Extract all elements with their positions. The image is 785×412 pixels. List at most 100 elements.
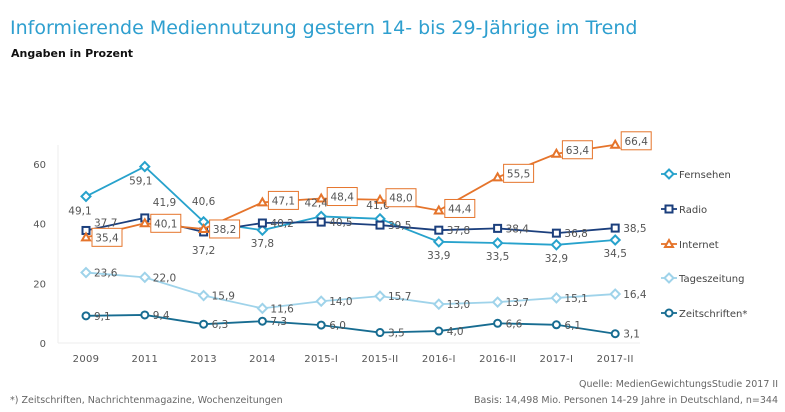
data-label: 40,6 bbox=[192, 196, 216, 208]
data-point-marker bbox=[491, 296, 504, 309]
data-label-box bbox=[91, 227, 123, 247]
data-label: 3,1 bbox=[623, 329, 640, 341]
x-tick-label: 2011 bbox=[131, 354, 158, 365]
data-point-marker bbox=[257, 316, 267, 326]
data-label: 37,7 bbox=[94, 217, 117, 229]
y-tick-label: 20 bbox=[33, 279, 46, 290]
data-point-marker bbox=[609, 288, 622, 300]
data-point-marker bbox=[610, 329, 620, 339]
legend-marker-icon bbox=[663, 237, 675, 248]
data-label: 42,4 bbox=[305, 197, 329, 209]
data-point-marker bbox=[139, 217, 151, 228]
data-label: 6,3 bbox=[212, 319, 229, 331]
data-label: 23,6 bbox=[94, 268, 118, 280]
data-label-box bbox=[326, 187, 358, 207]
x-tick-label: 2015-I bbox=[304, 354, 338, 365]
data-label: 4,0 bbox=[447, 326, 464, 338]
data-point-marker bbox=[80, 190, 92, 203]
data-point-marker bbox=[315, 295, 328, 308]
data-label-box bbox=[150, 213, 182, 233]
source-note: Quelle: MedienGewichtungsStudie 2017 II bbox=[579, 379, 778, 390]
data-label: 38,4 bbox=[506, 223, 530, 235]
data-point-marker bbox=[609, 234, 622, 246]
data-point-marker bbox=[80, 231, 92, 242]
data-label-box bbox=[385, 188, 417, 208]
data-point-marker bbox=[491, 171, 504, 182]
legend-label: Radio bbox=[679, 205, 707, 216]
data-label: 22,0 bbox=[153, 272, 176, 284]
data-label: 7,3 bbox=[270, 316, 287, 328]
data-label: 13,0 bbox=[447, 299, 470, 311]
legend-label: Zeitschriften* bbox=[679, 309, 747, 320]
data-label: 34,5 bbox=[604, 248, 627, 260]
series-lines bbox=[80, 138, 622, 339]
axes: 0 20 40 60 2009 2011 2013 2014 2015-I 2015-II 2016… bbox=[33, 145, 640, 365]
data-point-marker bbox=[375, 328, 385, 338]
legend-item: Radio bbox=[661, 204, 707, 216]
data-label: 15,9 bbox=[212, 291, 235, 303]
data-point-marker bbox=[257, 218, 267, 228]
data-label: 37,2 bbox=[192, 245, 215, 257]
data-point-marker bbox=[374, 290, 386, 303]
data-label: 40,5 bbox=[329, 217, 352, 229]
data-point-marker bbox=[315, 192, 327, 203]
data-point-marker bbox=[256, 224, 269, 237]
data-label: 44,4 bbox=[448, 203, 472, 215]
data-label-box bbox=[620, 131, 652, 151]
data-point-marker bbox=[138, 160, 151, 173]
data-label-box bbox=[267, 190, 299, 210]
data-point-marker bbox=[433, 204, 445, 215]
legend-label: Fernsehen bbox=[679, 170, 731, 181]
series-zeitschriften bbox=[81, 310, 620, 339]
data-label: 36,8 bbox=[564, 228, 587, 240]
data-point-marker bbox=[609, 138, 621, 149]
data-point-marker bbox=[551, 320, 561, 330]
x-tick-label: 2014 bbox=[249, 354, 276, 365]
series-line bbox=[85, 314, 616, 335]
data-labels: 23,6 22,0 15,9 11,6 14,0 15,7 13,0 13,7 15,1 16,4… bbox=[68, 131, 652, 341]
data-label-box bbox=[503, 163, 535, 183]
legend-item: Internet bbox=[661, 237, 719, 251]
data-label: 6,6 bbox=[506, 318, 523, 330]
x-tick-label: 2013 bbox=[190, 354, 217, 365]
x-tick-label: 2016-II bbox=[479, 354, 516, 365]
legend-item: Tageszeitung bbox=[661, 272, 744, 285]
data-point-marker bbox=[550, 292, 563, 304]
data-label: 63,4 bbox=[566, 145, 590, 157]
data-point-marker bbox=[493, 318, 503, 328]
x-tick-label: 2017-II bbox=[597, 354, 634, 365]
data-point-marker bbox=[434, 326, 444, 336]
data-label: 15,1 bbox=[564, 293, 587, 305]
data-label: 16,4 bbox=[623, 289, 647, 301]
y-tick-label: 0 bbox=[40, 339, 46, 350]
data-label: 6,0 bbox=[329, 320, 346, 332]
legend-item: Zeitschriften* bbox=[661, 308, 747, 320]
data-point-marker bbox=[374, 193, 386, 204]
data-label: 49,1 bbox=[68, 205, 91, 217]
data-point-marker bbox=[316, 320, 326, 330]
chart-subtitle: Angaben in Prozent bbox=[11, 47, 134, 60]
data-point-marker bbox=[197, 222, 210, 233]
data-label: 33,5 bbox=[486, 251, 509, 263]
data-label: 9,4 bbox=[153, 310, 170, 322]
data-label: 48,0 bbox=[389, 193, 412, 205]
data-point-marker bbox=[316, 217, 326, 227]
data-label: 37,8 bbox=[251, 238, 274, 250]
basis-note: Basis: 14,498 Mio. Personen 14-29 Jahre … bbox=[474, 395, 778, 406]
footnote: *) Zeitschriften, Nachrichtenmagazine, W… bbox=[10, 395, 283, 406]
x-tick-label: 2017-I bbox=[539, 354, 573, 365]
data-label: 38,5 bbox=[623, 223, 646, 235]
x-tick-label: 2016-I bbox=[422, 354, 456, 365]
data-label: 35,4 bbox=[95, 232, 119, 244]
data-label: 32,9 bbox=[545, 253, 568, 265]
legend-marker-icon bbox=[663, 168, 675, 180]
data-label: 33,9 bbox=[427, 250, 450, 262]
series-tageszeitung bbox=[80, 266, 622, 315]
legend-marker-icon bbox=[663, 272, 675, 284]
data-point-marker bbox=[610, 223, 620, 233]
data-point-marker bbox=[432, 298, 445, 311]
data-point-marker bbox=[550, 238, 563, 251]
legend-marker-icon bbox=[664, 204, 674, 214]
data-point-marker bbox=[375, 220, 385, 230]
data-point-marker bbox=[81, 311, 91, 321]
